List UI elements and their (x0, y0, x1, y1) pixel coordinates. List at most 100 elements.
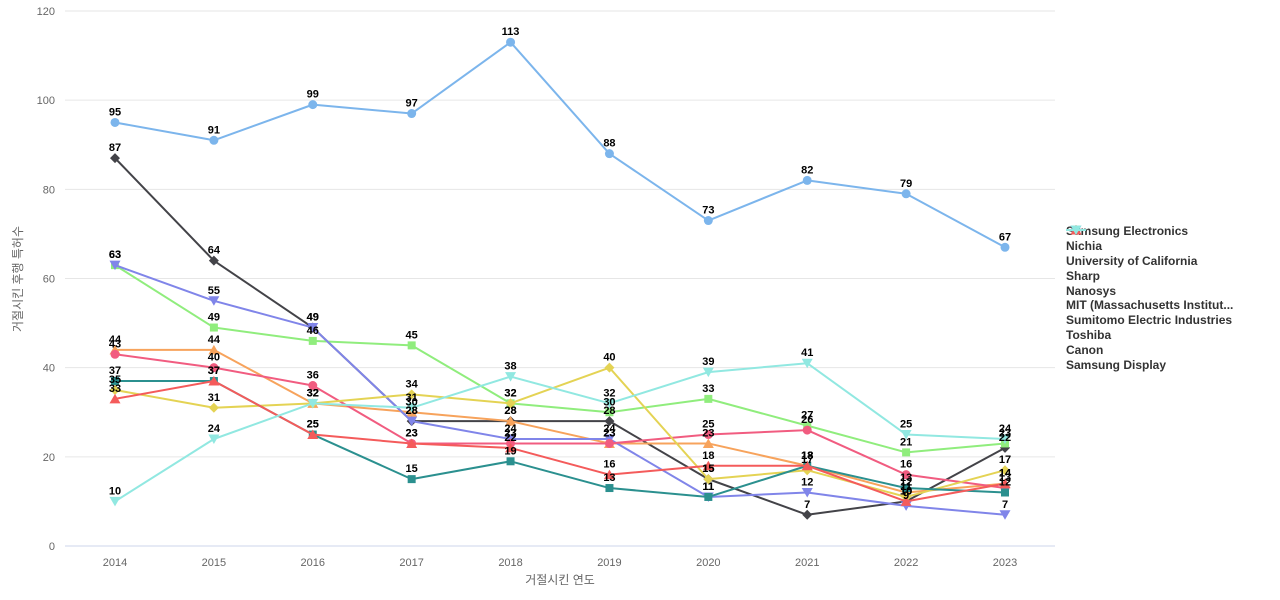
point-nichia-2019[interactable] (604, 416, 615, 427)
legend-item-samsung-display[interactable]: Samsung Display (1066, 225, 1233, 372)
point-canon-2023[interactable] (999, 478, 1011, 489)
point-toshiba-2017[interactable] (407, 475, 416, 484)
legend-shape-samsung-display[interactable] (1070, 225, 1082, 236)
point-sharp-2020[interactable] (702, 438, 714, 448)
point-samsung-display-2015[interactable] (208, 434, 220, 445)
point-nanosys-2015[interactable] (208, 296, 220, 306)
point-mit-massachusetts-institut-2019[interactable] (604, 438, 614, 448)
point-samsung-display-2014[interactable] (109, 496, 121, 507)
legend-item-sharp[interactable]: Sharp (1066, 225, 1233, 283)
point-nanosys-2017[interactable] (406, 416, 418, 427)
point-label-samsung-display-2022: 25 (900, 419, 912, 431)
point-canon-2017[interactable] (406, 438, 418, 448)
point-canon-2016[interactable] (307, 429, 319, 440)
y-tick-label-0: 0 (49, 541, 55, 553)
point-sharp-2018[interactable] (505, 416, 517, 426)
point-sharp-2015[interactable] (208, 344, 220, 355)
point-label-sumitomo-electric-industries-2015: 31 (208, 392, 220, 404)
point-nanosys-2023[interactable] (999, 510, 1011, 520)
point-samsung-electronics-2014[interactable] (110, 117, 120, 127)
point-university-of-california-2022[interactable] (902, 448, 911, 457)
point-toshiba-2019[interactable] (605, 484, 614, 493)
point-toshiba-2023[interactable] (1001, 488, 1009, 497)
legend-item-samsung-electronics[interactable]: Samsung Electronics (1066, 224, 1233, 239)
point-university-of-california-2020[interactable] (704, 394, 713, 403)
point-mit-massachusetts-institut-2014[interactable] (110, 349, 120, 359)
y-tick-label-120: 120 (37, 6, 55, 18)
point-canon-2022[interactable] (900, 496, 912, 506)
point-label-university-of-california-2015: 49 (208, 312, 220, 324)
point-samsung-electronics-2022[interactable] (901, 189, 911, 199)
plot-area: 0 20 40 60 80 100 120 2014 2015 2016 2017 2018 2019 2… (37, 6, 1055, 569)
point-samsung-electronics-2023[interactable] (1000, 242, 1010, 252)
point-label-toshiba-2015: 37 (208, 365, 220, 377)
point-toshiba-2022[interactable] (902, 484, 911, 493)
point-samsung-display-2022[interactable] (900, 430, 912, 440)
point-mit-massachusetts-institut-2020[interactable] (703, 430, 713, 440)
point-samsung-display-2021[interactable] (801, 358, 813, 369)
point-samsung-electronics-2018[interactable] (506, 37, 516, 47)
point-samsung-display-2016[interactable] (307, 398, 319, 409)
point-nichia-2015[interactable] (208, 255, 219, 266)
point-label-toshiba-2023: 12 (999, 477, 1011, 489)
point-toshiba-2018[interactable] (506, 457, 515, 466)
point-samsung-display-2023[interactable] (999, 434, 1011, 445)
point-university-of-california-2015[interactable] (209, 323, 218, 332)
point-university-of-california-2016[interactable] (308, 336, 317, 345)
point-nanosys-2016[interactable] (307, 323, 319, 333)
point-canon-2021[interactable] (801, 460, 813, 471)
point-canon-2019[interactable] (603, 469, 615, 480)
point-samsung-electronics-2016[interactable] (308, 100, 318, 110)
legend-item-canon[interactable]: Canon (1066, 225, 1233, 357)
point-label-university-of-california-2022: 21 (900, 436, 912, 448)
point-sumitomo-electric-industries-2017[interactable] (406, 389, 417, 400)
point-label-mit-massachusetts-institut-2019: 23 (603, 427, 615, 439)
point-samsung-display-2017[interactable] (406, 403, 418, 413)
point-canon-2014[interactable] (109, 393, 121, 404)
point-samsung-display-2020[interactable] (702, 367, 714, 378)
series-line-samsung-electronics (114, 41, 1006, 249)
point-toshiba-2020[interactable] (704, 492, 713, 501)
point-mit-massachusetts-institut-2021[interactable] (802, 425, 812, 435)
point-samsung-electronics-2020[interactable] (703, 216, 713, 226)
point-samsung-electronics-2021[interactable] (802, 175, 812, 185)
point-canon-2015[interactable] (208, 376, 220, 386)
point-samsung-display-2018[interactable] (505, 372, 517, 382)
legend-item-toshiba[interactable]: Toshiba (1066, 226, 1233, 343)
point-canon-2020[interactable] (702, 460, 714, 471)
point-university-of-california-2017[interactable] (407, 341, 416, 350)
point-nichia-2021[interactable] (802, 509, 813, 520)
point-mit-massachusetts-institut-2016[interactable] (308, 381, 318, 390)
point-sumitomo-electric-industries-2015[interactable] (208, 402, 219, 413)
point-samsung-electronics-2019[interactable] (604, 149, 614, 159)
y-tick-label-80: 80 (43, 184, 55, 196)
point-sumitomo-electric-industries-2023[interactable] (1000, 465, 1010, 476)
point-nanosys-2014[interactable] (109, 260, 121, 271)
point-sumitomo-electric-industries-2019[interactable] (604, 362, 615, 373)
legend-item-nanosys[interactable]: Nanosys (1066, 225, 1233, 298)
legend-item-mit-massachusetts-institut[interactable]: MIT (Massachusetts Institut... (1066, 225, 1233, 313)
point-university-of-california-2019[interactable] (605, 408, 614, 417)
point-label-mit-massachusetts-institut-2021: 26 (801, 414, 813, 426)
point-samsung-electronics-2015[interactable] (209, 135, 219, 145)
point-label-mit-massachusetts-institut-2022: 16 (900, 459, 912, 471)
point-label-mit-massachusetts-institut-2016: 36 (307, 370, 319, 382)
point-nichia-2014[interactable] (110, 153, 120, 164)
point-toshiba-2014[interactable] (111, 377, 119, 386)
legend-item-university-of-california[interactable]: University of California (1066, 226, 1233, 269)
legend-item-sumitomo-electric-industries[interactable]: Sumitomo Electric Industries (1066, 225, 1233, 328)
point-mit-massachusetts-institut-2022[interactable] (901, 470, 911, 480)
point-samsung-electronics-2017[interactable] (407, 109, 417, 119)
point-mit-massachusetts-institut-2015[interactable] (209, 363, 219, 373)
series-line-samsung-display (114, 362, 1006, 503)
point-nanosys-2021[interactable] (801, 488, 813, 498)
point-samsung-display-2019[interactable] (603, 398, 615, 409)
point-label-nanosys-2017: 28 (406, 405, 418, 417)
point-label-sharp-2016: 32 (307, 387, 319, 399)
point-sumitomo-electric-industries-2020[interactable] (703, 474, 714, 485)
point-sumitomo-electric-industries-2014[interactable] (110, 384, 120, 395)
legend-item-nichia[interactable]: Nichia (1066, 225, 1233, 254)
point-canon-2018[interactable] (505, 442, 517, 453)
x-tick-label-2016: 2016 (301, 557, 325, 569)
point-sumitomo-electric-industries-2018[interactable] (505, 398, 516, 409)
